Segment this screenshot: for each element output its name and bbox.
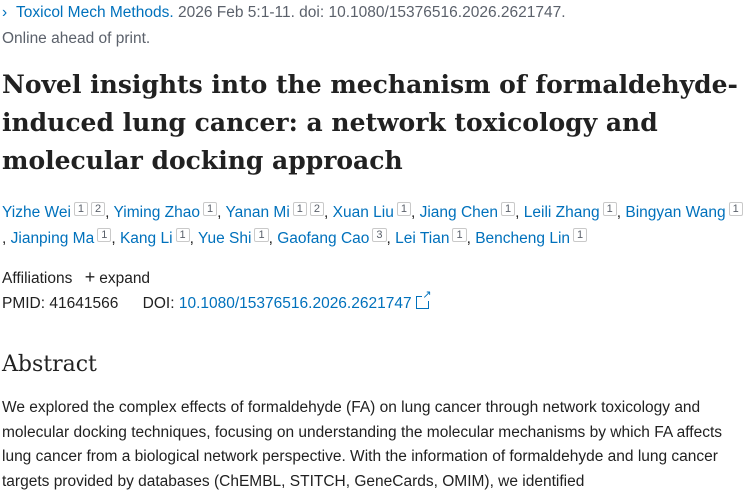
abstract-heading: Abstract (2, 352, 97, 377)
author-item: Lei Tian 1 (395, 228, 467, 247)
pmid-value: 41641566 (49, 295, 119, 312)
author-item: Jianping Ma 1 (10, 228, 112, 247)
author-item: Kang Li 1 (119, 228, 190, 247)
affiliation-badge[interactable]: 1 (573, 228, 588, 242)
author-item: Yue Shi 1 (198, 228, 269, 247)
affiliations-label: Affiliations (2, 270, 73, 287)
affiliation-badge[interactable]: 1 (175, 228, 190, 242)
author-item: Bencheng Lin 1 (475, 228, 588, 247)
author-name-link[interactable]: Yiming Zhao (113, 204, 200, 221)
affiliation-badge[interactable]: 1 (97, 228, 112, 242)
expand-affiliations-button[interactable]: + expand (84, 267, 151, 287)
citation-details: 2026 Feb 5:1-11. doi: 10.1080/15376516.2… (177, 4, 566, 21)
article-title: Novel insights into the mechanism of for… (2, 70, 738, 175)
abstract-body: We explored the complex effects of forma… (2, 396, 746, 494)
affiliation-badge[interactable]: 2 (309, 202, 325, 216)
author-list: Yizhe Wei 1 2, Yiming Zhao 1, Yanan Mi 1 2, X… (2, 200, 746, 252)
author-item: Yizhe Wei 1 2 (2, 202, 106, 221)
affiliation-badge[interactable]: 1 (292, 202, 307, 216)
plus-icon: + (84, 267, 96, 287)
author-item: Leili Zhang 1 (523, 202, 617, 221)
author-name-link[interactable]: Gaofang Cao (277, 230, 370, 247)
author-name-link[interactable]: Bencheng Lin (475, 230, 571, 247)
author-name-link[interactable]: Yizhe Wei (2, 204, 71, 221)
affiliation-badge[interactable]: 1 (728, 202, 743, 216)
author-item: Yanan Mi 1 2 (225, 202, 325, 221)
author-name-link[interactable]: Yue Shi (198, 230, 252, 247)
doi-value: 10.1080/15376516.2026.2621747 (178, 295, 412, 312)
identifiers-row: PMID: 41641566 DOI: 10.1080/15376516.202… (2, 289, 432, 313)
chevron-right-icon[interactable]: › (2, 4, 8, 21)
author-name-link[interactable]: Leili Zhang (523, 204, 600, 221)
author-name-link[interactable]: Xuan Liu (332, 204, 394, 221)
abstract-paragraph: We explored the complex effects of forma… (2, 399, 723, 490)
doi-link[interactable]: 10.1080/15376516.2026.2621747 (178, 289, 432, 312)
affiliations-row: Affiliations + expand (2, 267, 150, 288)
expand-label: expand (99, 270, 151, 287)
author-item: Bingyan Wang 1 (625, 202, 743, 221)
affiliation-badge[interactable]: 1 (73, 202, 89, 216)
author-item: Xuan Liu 1 (332, 202, 411, 221)
author-item: Gaofang Cao 3 (277, 228, 387, 247)
author-name-link[interactable]: Jianping Ma (10, 230, 95, 247)
author-name-link[interactable]: Bingyan Wang (625, 204, 726, 221)
publication-status: Online ahead of print. (2, 30, 151, 47)
doi-label: DOI: (142, 295, 175, 312)
journal-link[interactable]: Toxicol Mech Methods. (16, 4, 174, 21)
pmid-label: PMID: (2, 295, 46, 312)
author-name-link[interactable]: Lei Tian (395, 230, 450, 247)
affiliation-badge[interactable]: 3 (372, 228, 387, 242)
author-item: Jiang Chen 1 (419, 202, 516, 221)
affiliation-badge[interactable]: 1 (202, 202, 218, 216)
author-name-link[interactable]: Yanan Mi (225, 204, 290, 221)
citation-line: › Toxicol Mech Methods. 2026 Feb 5:1-11. … (2, 4, 566, 22)
author-item: Yiming Zhao 1 (113, 202, 218, 221)
external-link-icon (415, 289, 432, 309)
author-name-link[interactable]: Kang Li (119, 230, 173, 247)
affiliation-badge[interactable]: 2 (91, 202, 106, 216)
affiliation-badge[interactable]: 1 (602, 202, 617, 216)
affiliation-badge[interactable]: 1 (254, 228, 269, 242)
author-name-link[interactable]: Jiang Chen (419, 204, 499, 221)
affiliation-badge[interactable]: 1 (501, 202, 516, 216)
affiliation-badge[interactable]: 1 (396, 202, 411, 216)
affiliation-badge[interactable]: 1 (452, 228, 467, 242)
